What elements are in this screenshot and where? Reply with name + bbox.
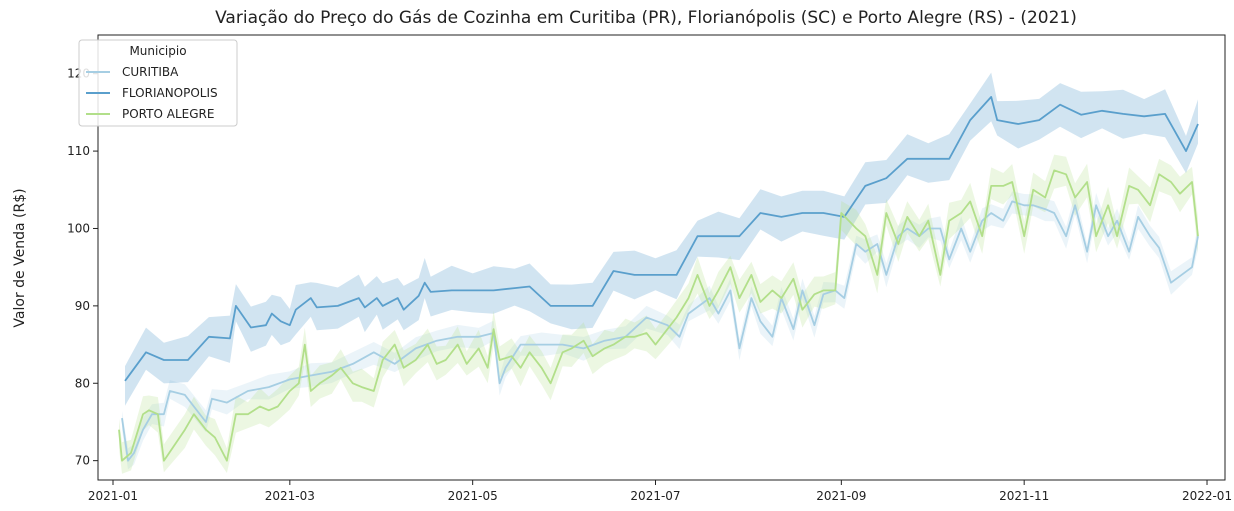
legend-label-florianopolis: FLORIANOPOLIS [122, 86, 218, 100]
x-tick-label: 2021-07 [630, 489, 680, 503]
x-tick-label: 2022-01 [1182, 489, 1232, 503]
y-axis-label: Valor de Venda (R$) [12, 188, 28, 327]
x-tick-label: 2021-09 [816, 489, 866, 503]
y-tick-label: 90 [75, 299, 90, 313]
y-tick-label: 100 [67, 221, 90, 235]
series-lines [118, 96, 1199, 462]
x-tick-label: 2021-03 [265, 489, 315, 503]
series-line-florianopolis [124, 96, 1199, 382]
chart-title: Variação do Preço do Gás de Cozinha em C… [215, 8, 1077, 28]
band-curitiba [122, 191, 1198, 470]
x-tick-label: 2021-05 [448, 489, 498, 503]
x-tick-label: 2021-01 [88, 489, 138, 503]
y-tick-label: 110 [67, 144, 90, 158]
legend-box [78, 39, 238, 127]
y-tick-label: 70 [75, 454, 90, 468]
legend: Municipio CURITIBA FLORIANOPOLIS PORTO ALE… [78, 39, 238, 127]
y-tick-label: 80 [75, 376, 90, 390]
band-florianopolis [125, 72, 1198, 406]
legend-title: Municipio [129, 44, 186, 58]
y-axis: 708090100110120 [67, 67, 98, 468]
series-line-curitiba [121, 200, 1199, 462]
x-axis: 2021-01 2021-03 2021-05 2021-07 2021-09 2021-… [88, 480, 1232, 503]
plot-area-frame [97, 34, 1226, 481]
x-tick-label: 2021-11 [999, 489, 1049, 503]
legend-label-porto-alegre: PORTO ALEGRE [122, 107, 214, 121]
series-line-porto-alegre [118, 169, 1199, 462]
band-porto-alegre [119, 154, 1198, 474]
legend-label-curitiba: CURITIBA [122, 65, 179, 79]
confidence-bands [119, 72, 1198, 474]
